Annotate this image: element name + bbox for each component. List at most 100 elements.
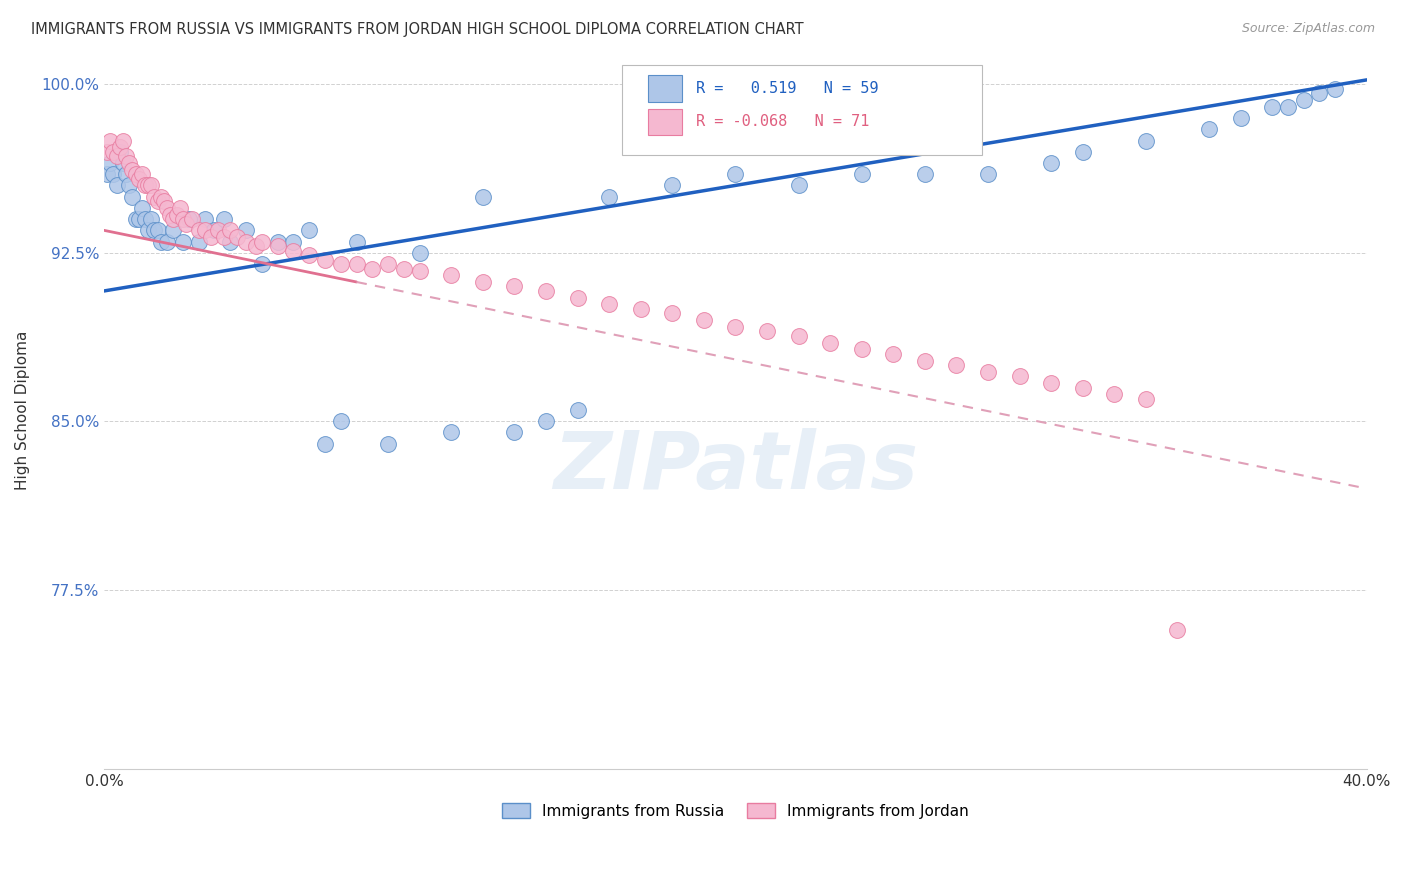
Point — [661, 306, 683, 320]
Point — [134, 212, 156, 227]
Point — [96, 145, 118, 159]
Point — [914, 167, 936, 181]
Point — [724, 167, 747, 181]
Point — [134, 178, 156, 193]
Point — [187, 223, 209, 237]
Point — [146, 194, 169, 208]
Point — [1102, 387, 1125, 401]
Point — [1261, 100, 1284, 114]
Point — [440, 268, 463, 283]
Point — [534, 414, 557, 428]
Point — [693, 313, 716, 327]
Point — [314, 252, 336, 267]
Point — [162, 212, 184, 227]
Point — [377, 257, 399, 271]
Point — [121, 189, 143, 203]
FancyBboxPatch shape — [648, 75, 682, 102]
Point — [166, 208, 188, 222]
Point — [329, 257, 352, 271]
Point — [567, 291, 589, 305]
Point — [1040, 156, 1063, 170]
Point — [131, 201, 153, 215]
Point — [105, 149, 128, 163]
Point — [136, 223, 159, 237]
Point — [1071, 380, 1094, 394]
Point — [250, 235, 273, 249]
Point — [98, 156, 121, 170]
Point — [298, 223, 321, 237]
Point — [1135, 392, 1157, 406]
Text: ZIPatlas: ZIPatlas — [553, 428, 918, 507]
Point — [1166, 623, 1188, 637]
Point — [392, 261, 415, 276]
Point — [661, 178, 683, 193]
Point — [115, 149, 138, 163]
Point — [567, 403, 589, 417]
Point — [156, 201, 179, 215]
FancyBboxPatch shape — [648, 109, 682, 136]
Point — [118, 178, 141, 193]
Point — [266, 239, 288, 253]
Point — [755, 325, 778, 339]
Point — [346, 257, 368, 271]
Point — [724, 319, 747, 334]
Point — [149, 189, 172, 203]
Point — [212, 212, 235, 227]
Point — [136, 178, 159, 193]
Point — [235, 223, 257, 237]
Point — [534, 284, 557, 298]
Legend: Immigrants from Russia, Immigrants from Jordan: Immigrants from Russia, Immigrants from … — [495, 796, 976, 826]
Point — [298, 248, 321, 262]
Text: R =   0.519   N = 59: R = 0.519 N = 59 — [696, 80, 879, 95]
Point — [149, 235, 172, 249]
Point — [187, 235, 209, 249]
Point — [787, 329, 810, 343]
Point — [172, 235, 194, 249]
Point — [630, 301, 652, 316]
Point — [266, 235, 288, 249]
Point — [440, 425, 463, 440]
Point — [1040, 376, 1063, 390]
FancyBboxPatch shape — [621, 65, 981, 155]
Point — [851, 343, 873, 357]
Point — [250, 257, 273, 271]
Point — [361, 261, 384, 276]
Point — [124, 167, 146, 181]
Point — [225, 230, 247, 244]
Point — [598, 189, 620, 203]
Point — [159, 208, 181, 222]
Point — [156, 235, 179, 249]
Point — [219, 223, 242, 237]
Point — [174, 217, 197, 231]
Point — [141, 178, 163, 193]
Point — [245, 239, 267, 253]
Point — [98, 134, 121, 148]
Point — [162, 223, 184, 237]
Point — [818, 335, 841, 350]
Y-axis label: High School Diploma: High School Diploma — [15, 330, 30, 490]
Point — [115, 167, 138, 181]
Point — [1135, 134, 1157, 148]
Point — [408, 264, 430, 278]
Point — [153, 194, 176, 208]
Point — [111, 156, 134, 170]
Point — [1198, 122, 1220, 136]
Point — [128, 212, 150, 227]
Text: R = -0.068   N = 71: R = -0.068 N = 71 — [696, 114, 870, 129]
Point — [108, 140, 131, 154]
Point — [128, 171, 150, 186]
Point — [1292, 93, 1315, 107]
Point — [1008, 369, 1031, 384]
Point — [108, 145, 131, 159]
Point — [121, 162, 143, 177]
Text: IMMIGRANTS FROM RUSSIA VS IMMIGRANTS FROM JORDAN HIGH SCHOOL DIPLOMA CORRELATION: IMMIGRANTS FROM RUSSIA VS IMMIGRANTS FRO… — [31, 22, 804, 37]
Point — [124, 212, 146, 227]
Point — [143, 189, 166, 203]
Point — [598, 297, 620, 311]
Point — [1277, 100, 1299, 114]
Point — [235, 235, 257, 249]
Point — [914, 353, 936, 368]
Point — [346, 235, 368, 249]
Point — [103, 145, 125, 159]
Point — [103, 167, 125, 181]
